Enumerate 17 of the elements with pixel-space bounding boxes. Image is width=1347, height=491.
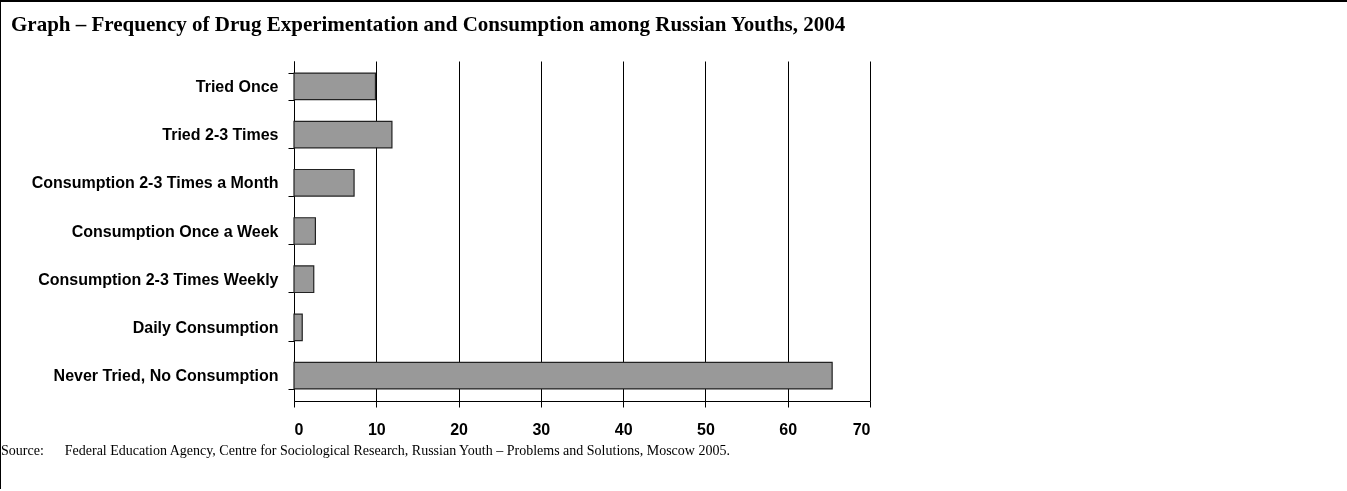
y-tick-label: Consumption 2-3 Times a Month	[31, 174, 279, 192]
x-tick-label: 40	[614, 420, 633, 438]
x-tick-label: 10	[367, 420, 386, 438]
x-tick-label: 70	[852, 420, 871, 438]
x-tick-label: 0	[294, 420, 304, 438]
chart-title: Graph – Frequency of Drug Experimentation and Consumption among Russian Youths, 2004	[10, 11, 847, 38]
y-tick-label: Consumption 2-3 Times Weekly	[38, 270, 279, 288]
x-tick-label: 30	[532, 420, 551, 438]
y-tick-label: Daily Consumption	[132, 318, 279, 336]
x-tick-label: 50	[697, 420, 715, 438]
x-tick-label: 20	[450, 420, 469, 438]
x-tick-label: 60	[779, 420, 798, 438]
y-tick-label: Consumption Once a Week	[71, 222, 279, 240]
y-tick-label: Tried 2-3 Times	[162, 126, 279, 144]
source-note: Source: Federal Education Agency, Centre for Sociological Research, Russian Youth – Problems and Solutions, Moscow 2005.	[1, 442, 731, 459]
y-tick-label: Tried Once	[195, 77, 279, 95]
y-tick-label: Never Tried, No Consumption	[53, 367, 279, 385]
